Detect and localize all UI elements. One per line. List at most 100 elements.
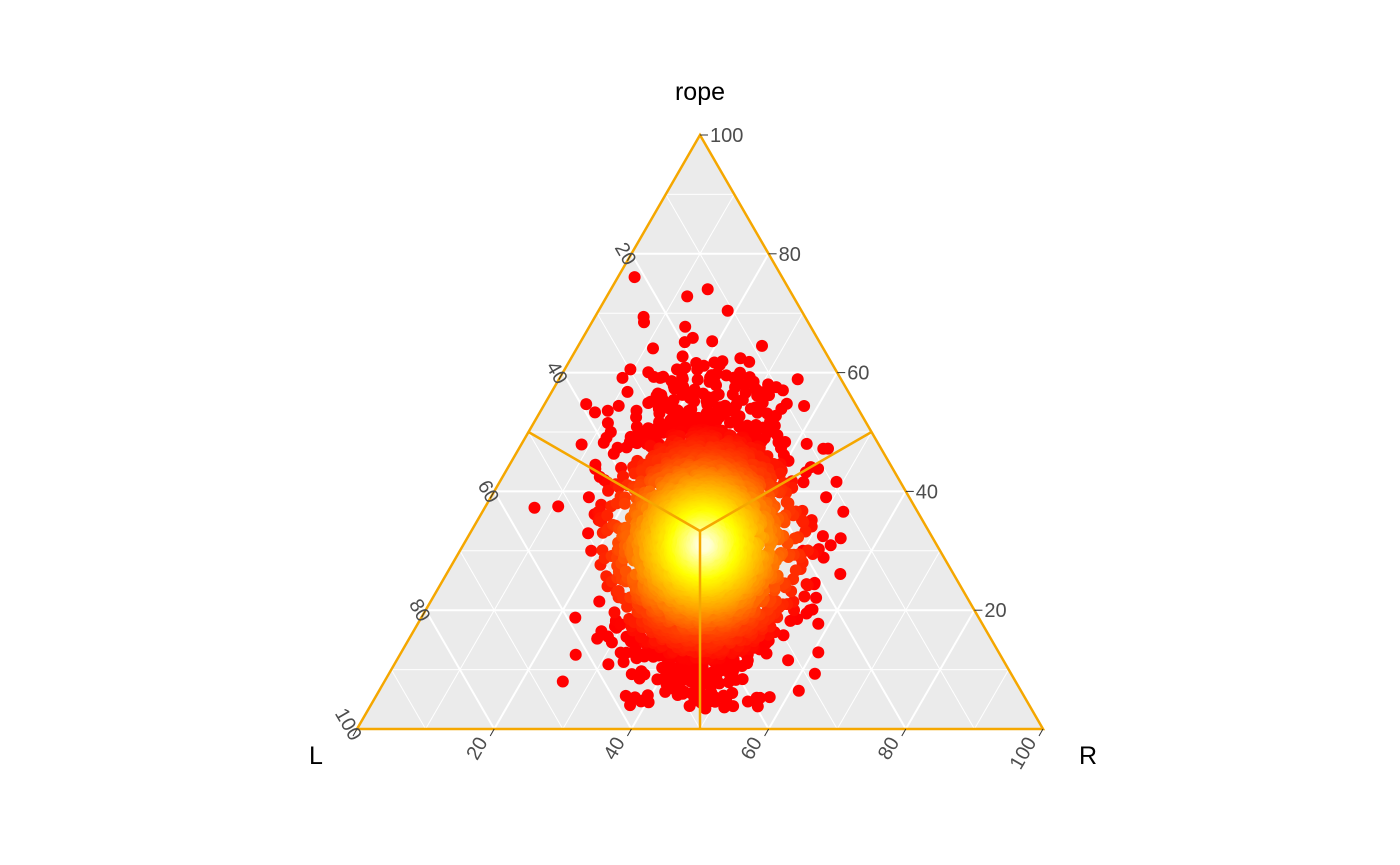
gridline-l xyxy=(390,669,427,730)
gridline-r xyxy=(767,490,907,730)
data-point xyxy=(647,342,659,355)
data-point xyxy=(635,665,648,678)
data-point xyxy=(706,335,719,348)
data-point xyxy=(808,667,821,680)
data-point xyxy=(629,691,641,704)
tick-label-l: 100 xyxy=(330,705,366,745)
data-point xyxy=(641,689,654,702)
data-point xyxy=(837,505,850,518)
tick-l xyxy=(558,372,564,380)
data-point xyxy=(800,578,813,591)
tick-l xyxy=(626,253,632,262)
gridline-r xyxy=(836,550,941,730)
gridline-l xyxy=(459,550,564,730)
gridline-r xyxy=(904,609,976,730)
data-point xyxy=(638,316,650,329)
data-point xyxy=(601,404,614,417)
tick-r xyxy=(764,728,770,737)
tick-label-r: 20 xyxy=(462,734,492,764)
data-point xyxy=(552,500,565,513)
data-point xyxy=(691,373,704,386)
data-point xyxy=(756,339,768,352)
tick-l xyxy=(421,609,427,618)
data-point xyxy=(614,618,627,631)
data-point xyxy=(630,411,643,424)
data-point xyxy=(601,630,614,643)
tick-r xyxy=(626,728,632,737)
data-point xyxy=(582,491,595,504)
tick-label-r: 80 xyxy=(874,734,904,764)
data-point xyxy=(834,568,847,580)
data-point xyxy=(701,283,714,296)
data-point xyxy=(820,491,833,504)
tick-label-rope: 40 xyxy=(916,481,938,503)
gridline-r xyxy=(973,669,1010,730)
data-point xyxy=(817,442,830,455)
data-point xyxy=(777,629,790,642)
tick-label-rope: 80 xyxy=(779,244,801,266)
data-point xyxy=(628,271,641,284)
data-point xyxy=(743,355,756,368)
data-point xyxy=(593,595,606,608)
tick-r xyxy=(1038,728,1044,737)
tick-r xyxy=(901,728,907,737)
data-point xyxy=(556,675,569,688)
data-point xyxy=(800,607,813,620)
region-line xyxy=(527,430,701,533)
data-point xyxy=(575,438,588,451)
data-point xyxy=(634,631,647,644)
data-point xyxy=(569,648,582,661)
data-point xyxy=(625,668,638,681)
data-point xyxy=(601,509,614,522)
data-point xyxy=(830,475,843,488)
data-point xyxy=(601,417,614,429)
data-point xyxy=(782,654,795,667)
scatter-points xyxy=(528,271,850,715)
tick-r xyxy=(489,728,495,737)
data-point xyxy=(528,501,541,514)
data-point xyxy=(582,527,595,540)
data-point xyxy=(617,656,630,668)
data-point xyxy=(798,590,811,603)
tick-label-rope: 60 xyxy=(847,363,869,385)
axis-label-rope: rope xyxy=(675,78,725,106)
data-point xyxy=(763,691,776,704)
data-point xyxy=(798,400,811,412)
gridline-l xyxy=(493,490,633,730)
data-point xyxy=(653,407,666,420)
data-point xyxy=(762,378,775,391)
data-point xyxy=(585,544,598,557)
data-point xyxy=(676,350,689,363)
data-point xyxy=(691,363,704,376)
data-point xyxy=(800,437,813,450)
data-point xyxy=(726,687,739,699)
axis-label-l: L xyxy=(309,742,323,770)
data-point xyxy=(616,371,629,384)
data-point xyxy=(681,290,694,303)
data-point xyxy=(812,646,825,659)
tick-l xyxy=(489,491,495,499)
data-point xyxy=(724,416,736,429)
data-point xyxy=(683,700,696,712)
data-point xyxy=(597,436,610,449)
data-point xyxy=(621,385,634,398)
data-point xyxy=(602,658,615,671)
data-point xyxy=(784,614,797,627)
data-point xyxy=(569,611,582,624)
tick-label-rope: 100 xyxy=(710,125,743,147)
data-point xyxy=(620,441,633,454)
data-point xyxy=(824,539,837,552)
region-line xyxy=(699,430,873,533)
data-point xyxy=(636,465,649,478)
data-point xyxy=(774,467,787,480)
tick-l xyxy=(352,728,358,737)
data-point xyxy=(812,617,825,630)
data-point xyxy=(834,532,847,545)
data-point xyxy=(816,530,829,543)
data-point xyxy=(751,406,764,419)
triangle-border xyxy=(354,132,1046,731)
data-point xyxy=(750,691,763,704)
gridline-l xyxy=(424,609,496,730)
